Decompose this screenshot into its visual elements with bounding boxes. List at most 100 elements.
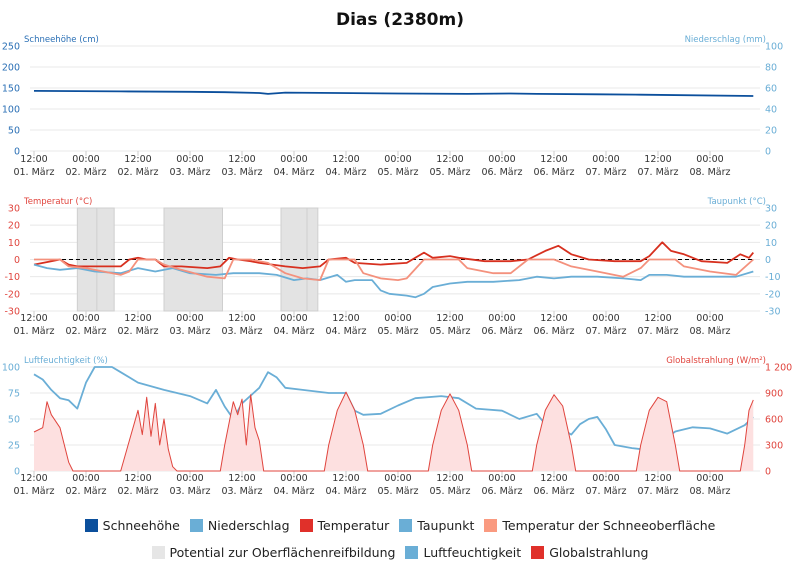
series-schneeh-he-line — [33, 90, 754, 97]
legend-item-reifbildung[interactable]: Potential zur Oberflächenreifbildung — [151, 545, 396, 560]
series-globalstrahlung-line — [33, 391, 754, 472]
right-axis-title: Taupunkt (°C) — [707, 197, 766, 207]
x-tick-time: 00:00 — [696, 473, 723, 484]
x-tick-date: 07. März — [637, 326, 678, 337]
x-tick-time: 00:00 — [280, 473, 307, 484]
x-tick-time: 12:00 — [436, 473, 463, 484]
x-tick-date: 06. März — [481, 486, 522, 497]
right-axis-tick-label: 40 — [765, 105, 777, 116]
legend-swatch — [531, 546, 545, 559]
right-axis-tick-label: -30 — [765, 307, 781, 318]
x-tick-date: 05. März — [377, 326, 418, 337]
x-tick-date: 02. März — [65, 167, 106, 178]
legend-label: Taupunkt — [417, 518, 475, 533]
legend-item-schneehoehe[interactable]: Schneehöhe — [84, 518, 180, 533]
x-tick-time: 12:00 — [124, 473, 151, 484]
x-tick-time: 00:00 — [592, 473, 619, 484]
right-axis-tick-label: 30 — [765, 204, 777, 215]
left-axis-tick-label: 25 — [8, 441, 20, 452]
x-tick-date: 05. März — [429, 486, 470, 497]
legend-swatch — [84, 519, 98, 532]
left-axis-tick-label: 30 — [8, 204, 20, 215]
series-luftfeuchtigkeit-line — [33, 366, 754, 452]
x-tick-time: 12:00 — [20, 154, 47, 165]
left-axis-tick-label: 10 — [8, 238, 20, 249]
series-taupunkt-line — [33, 263, 754, 299]
x-tick-time: 12:00 — [124, 313, 151, 324]
legend-swatch — [484, 519, 498, 532]
right-axis-tick-label: 80 — [765, 63, 777, 74]
x-tick-date: 02. März — [65, 326, 106, 337]
x-tick-time: 00:00 — [280, 313, 307, 324]
right-axis-tick-label: 60 — [765, 84, 777, 95]
x-tick-time: 00:00 — [280, 154, 307, 165]
legend-label: Schneehöhe — [102, 518, 180, 533]
left-axis-title: Luftfeuchtigkeit (%) — [24, 356, 108, 366]
right-axis-tick-label: 900 — [765, 389, 783, 400]
right-axis-tick-label: -10 — [765, 272, 781, 283]
x-tick-time: 12:00 — [332, 154, 359, 165]
legend-row-1: Schneehöhe Niederschlag Temperatur Taupu… — [0, 518, 800, 533]
left-axis-tick-label: 75 — [8, 389, 20, 400]
legend-label: Globalstrahlung — [549, 545, 649, 560]
x-tick-time: 12:00 — [20, 473, 47, 484]
legend-item-schneeoberflaeche[interactable]: Temperatur der Schneeoberfläche — [484, 518, 715, 533]
x-tick-date: 02. März — [117, 326, 158, 337]
legend-label: Temperatur der Schneeoberfläche — [502, 518, 716, 533]
reifbildung-band — [163, 207, 223, 312]
x-tick-time: 12:00 — [644, 313, 671, 324]
left-axis-tick-label: 0 — [14, 467, 20, 478]
x-tick-date: 04. März — [273, 326, 314, 337]
x-tick-date: 04. März — [325, 486, 366, 497]
x-tick-date: 04. März — [273, 486, 314, 497]
x-tick-time: 12:00 — [644, 154, 671, 165]
x-tick-date: 07. März — [585, 167, 626, 178]
right-axis-tick-label: 100 — [765, 42, 783, 53]
legend-item-luftfeuchtigkeit[interactable]: Luftfeuchtigkeit — [405, 545, 521, 560]
legend-label: Potential zur Oberflächenreifbildung — [169, 545, 396, 560]
left-axis-tick-label: 150 — [2, 84, 20, 95]
legend-item-temperatur[interactable]: Temperatur — [299, 518, 390, 533]
x-tick-date: 04. März — [325, 326, 366, 337]
left-axis-title: Temperatur (°C) — [23, 197, 92, 207]
series-temperatur-line — [33, 241, 754, 269]
x-tick-time: 00:00 — [592, 313, 619, 324]
reifbildung-band — [76, 207, 115, 312]
x-tick-date: 08. März — [689, 486, 730, 497]
x-tick-time: 00:00 — [384, 313, 411, 324]
left-axis-tick-label: 0 — [14, 147, 20, 158]
legend-swatch — [405, 546, 419, 559]
x-tick-time: 12:00 — [124, 154, 151, 165]
right-axis-tick-label: 1 200 — [765, 363, 792, 374]
x-tick-date: 04. März — [325, 167, 366, 178]
legend-label: Temperatur — [317, 518, 390, 533]
left-axis-title: Schneehöhe (cm) — [24, 35, 99, 45]
x-tick-time: 12:00 — [436, 313, 463, 324]
legend-item-globalstrahlung[interactable]: Globalstrahlung — [531, 545, 648, 560]
x-tick-date: 05. März — [377, 486, 418, 497]
legend-item-niederschlag[interactable]: Niederschlag — [189, 518, 290, 533]
x-tick-time: 12:00 — [540, 313, 567, 324]
left-axis-tick-label: 0 — [14, 255, 20, 266]
right-axis-title: Globalstrahlung (W/m²) — [666, 356, 766, 366]
x-tick-date: 03. März — [221, 167, 262, 178]
left-axis-tick-label: -20 — [4, 289, 20, 300]
series-temperatur-der-schneeoberfl-che-line — [34, 258, 754, 281]
x-tick-date: 03. März — [169, 326, 210, 337]
x-tick-time: 12:00 — [332, 473, 359, 484]
x-tick-time: 00:00 — [384, 473, 411, 484]
x-tick-date: 03. März — [169, 167, 210, 178]
left-axis-tick-label: 20 — [8, 221, 20, 232]
x-tick-time: 12:00 — [20, 313, 47, 324]
legend-swatch — [399, 519, 413, 532]
x-tick-time: 12:00 — [540, 473, 567, 484]
x-tick-time: 12:00 — [228, 313, 255, 324]
legend-item-taupunkt[interactable]: Taupunkt — [399, 518, 474, 533]
x-tick-date: 08. März — [689, 167, 730, 178]
x-tick-date: 05. März — [429, 326, 470, 337]
left-axis-tick-label: -10 — [4, 272, 20, 283]
left-axis-tick-label: 100 — [2, 105, 20, 116]
x-tick-time: 00:00 — [488, 154, 515, 165]
left-axis-tick-label: 50 — [8, 126, 20, 137]
